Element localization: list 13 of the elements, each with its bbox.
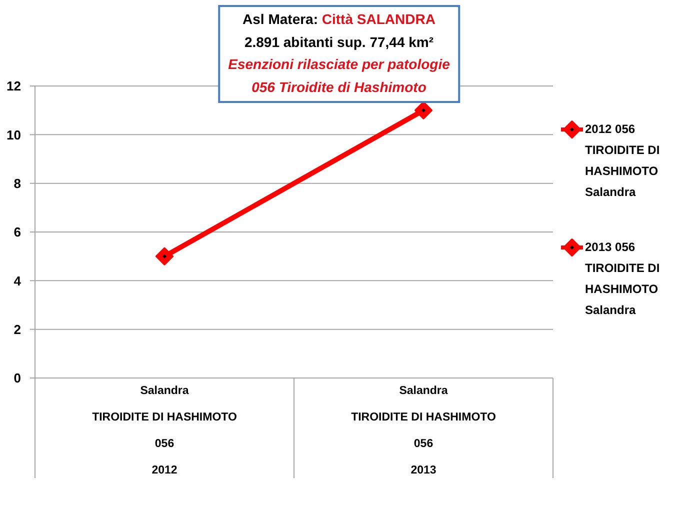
category-label: Salandra TIROIDITE DI HASHIMOTO 056 2012 xyxy=(92,385,237,476)
category-label: Salandra TIROIDITE DI HASHIMOTO 056 2013 xyxy=(351,385,496,476)
chart-title: Asl Matera: Città SALANDRA xyxy=(242,11,436,27)
y-tick-label: 6 xyxy=(14,224,21,240)
y-tick-label: 0 xyxy=(14,370,21,386)
y-tick-label: 4 xyxy=(14,273,22,288)
legend-label: 2013 056 TIROIDITE DI HASHIMOTO Salandra xyxy=(585,239,661,319)
y-tick-label: 10 xyxy=(6,127,21,142)
y-tick-label: 12 xyxy=(6,78,21,94)
y-tick-label: 2 xyxy=(14,322,21,337)
chart-subtitle: 2.891 abitanti sup. 77,44 km² Esenzioni rilasciate per patologie 056 Tiroidite di Hashimoto xyxy=(228,32,450,96)
legend-label: 2012 056 TIROIDITE DI HASHIMOTO Salandra xyxy=(585,121,661,201)
y-tick-label: 8 xyxy=(14,176,21,191)
